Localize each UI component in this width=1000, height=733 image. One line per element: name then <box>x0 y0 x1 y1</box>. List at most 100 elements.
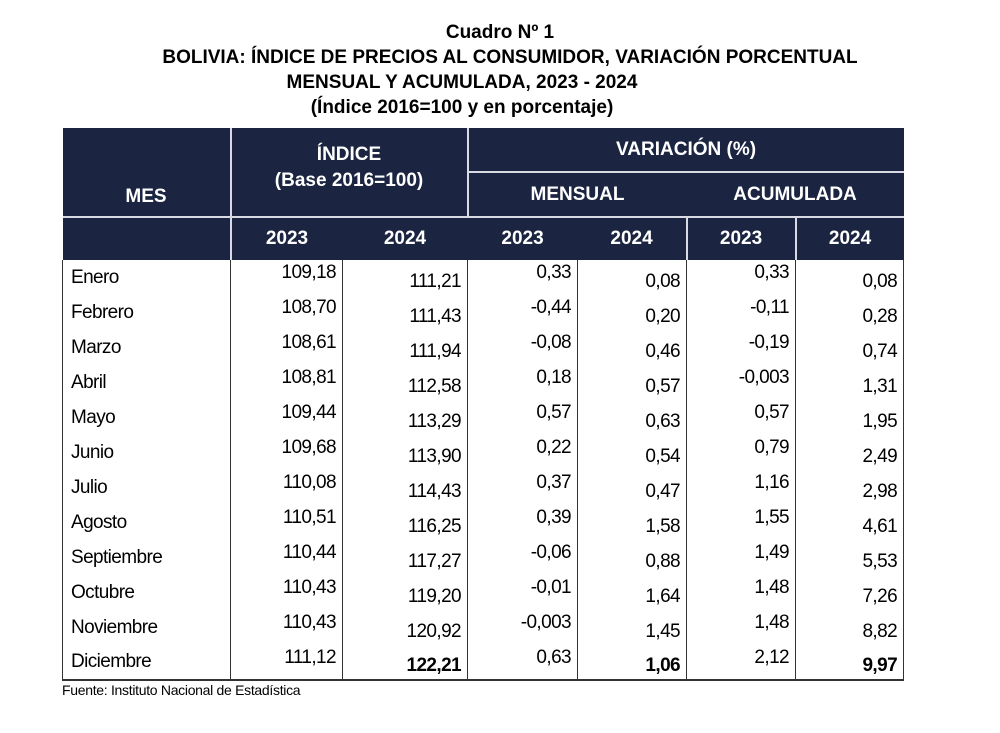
value-cell-acu-2024: 7,26 <box>795 575 905 610</box>
value-cell-men-2024: 1,58 <box>577 505 688 540</box>
month-cell: Marzo <box>62 330 231 365</box>
value-cell-acu-2024: 0,08 <box>795 260 905 295</box>
header-acumulada: ACUMULADA <box>686 172 904 217</box>
value-cell-men-2024: 1,06 <box>577 645 688 681</box>
table-row: Noviembre 110,43 120,92 -0,003 1,45 1,48 8,82 <box>62 610 905 645</box>
value-cell-idx-2024: 111,94 <box>341 330 469 365</box>
header-year: 2023 <box>229 216 343 260</box>
value-cell-idx-2024: 114,43 <box>341 470 469 505</box>
header-year: 2023 <box>685 216 796 260</box>
value-cell-men-2024: 0,47 <box>577 470 688 505</box>
value-cell-acu-2023: 1,55 <box>686 505 797 540</box>
value-cell-men-2024: 0,20 <box>577 295 688 330</box>
value-cell-acu-2023: 0,57 <box>686 400 797 435</box>
value-cell-idx-2023: 110,44 <box>230 540 343 575</box>
header-year: 2024 <box>342 216 468 260</box>
value-cell-idx-2023: 108,70 <box>230 295 343 330</box>
value-cell-acu-2024: 2,49 <box>795 435 905 470</box>
header-mensual: MENSUAL <box>466 172 687 217</box>
value-cell-acu-2024: 8,82 <box>795 610 905 645</box>
header-variacion: VARIACIÓN (%) <box>466 128 904 173</box>
table-row: Diciembre 111,12 122,21 0,63 1,06 2,12 9,97 <box>62 645 905 681</box>
value-cell-acu-2023: -0,11 <box>686 295 797 330</box>
value-cell-acu-2023: 1,49 <box>686 540 797 575</box>
value-cell-men-2024: 0,54 <box>577 435 688 470</box>
value-cell-men-2023: -0,44 <box>467 295 579 330</box>
value-cell-men-2024: 1,64 <box>577 575 688 610</box>
month-cell: Enero <box>62 260 231 295</box>
table-row: Abril 108,81 112,58 0,18 0,57 -0,003 1,31 <box>62 365 905 400</box>
value-cell-acu-2023: 2,12 <box>686 645 797 681</box>
table-row: Febrero 108,70 111,43 -0,44 0,20 -0,11 0,28 <box>62 295 905 330</box>
header-year: 2024 <box>794 216 904 260</box>
header-empty <box>62 216 231 260</box>
header-mes: MES <box>62 128 231 217</box>
value-cell-men-2024: 0,46 <box>577 330 688 365</box>
month-cell: Febrero <box>62 295 231 330</box>
value-cell-acu-2024: 2,98 <box>795 470 905 505</box>
source-note: Fuente: Instituto Nacional de Estadístic… <box>62 682 301 698</box>
month-cell: Septiembre <box>62 540 231 575</box>
value-cell-idx-2024: 122,21 <box>341 645 469 681</box>
table-row: Junio 109,68 113,90 0,22 0,54 0,79 2,49 <box>62 435 905 470</box>
table-row: Julio 110,08 114,43 0,37 0,47 1,16 2,98 <box>62 470 905 505</box>
value-cell-idx-2024: 111,43 <box>341 295 469 330</box>
title-line-1: Cuadro Nº 1 <box>445 22 555 43</box>
value-cell-men-2023: 0,18 <box>467 365 579 400</box>
title-line-2: BOLIVIA: ÍNDICE DE PRECIOS AL CONSUMIDOR… <box>162 47 858 68</box>
value-cell-men-2023: -0,01 <box>467 575 579 610</box>
month-cell: Agosto <box>62 505 231 540</box>
value-cell-idx-2023: 108,81 <box>230 365 343 400</box>
value-cell-men-2023: 0,63 <box>467 645 579 681</box>
value-cell-acu-2023: 0,79 <box>686 435 797 470</box>
month-cell: Junio <box>62 435 231 470</box>
value-cell-acu-2024: 9,97 <box>795 645 905 681</box>
value-cell-idx-2024: 119,20 <box>341 575 469 610</box>
month-cell: Diciembre <box>62 645 231 681</box>
value-cell-acu-2024: 5,53 <box>795 540 905 575</box>
value-cell-idx-2024: 113,90 <box>341 435 469 470</box>
table-row: Agosto 110,51 116,25 0,39 1,58 1,55 4,61 <box>62 505 905 540</box>
header-year: 2024 <box>577 216 687 260</box>
cpi-table: MES ÍNDICE (Base 2016=100) VARIACIÓN (%)… <box>62 128 905 681</box>
value-cell-idx-2023: 110,08 <box>230 470 343 505</box>
value-cell-men-2024: 0,63 <box>577 400 688 435</box>
value-cell-idx-2024: 113,29 <box>341 400 469 435</box>
value-cell-idx-2023: 110,43 <box>230 610 343 645</box>
document: Cuadro Nº 1 BOLIVIA: ÍNDICE DE PRECIOS A… <box>0 20 1000 699</box>
value-cell-idx-2023: 109,68 <box>230 435 343 470</box>
value-cell-men-2023: -0,06 <box>467 540 579 575</box>
value-cell-acu-2023: 1,48 <box>686 575 797 610</box>
table-row: Marzo 108,61 111,94 -0,08 0,46 -0,19 0,74 <box>62 330 905 365</box>
header-year: 2023 <box>467 216 578 260</box>
value-cell-men-2023: 0,39 <box>467 505 579 540</box>
value-cell-men-2023: 0,57 <box>467 400 579 435</box>
value-cell-idx-2024: 117,27 <box>341 540 469 575</box>
header-indice-base: (Base 2016=100) <box>274 170 424 191</box>
value-cell-acu-2024: 4,61 <box>795 505 905 540</box>
title-line-4: (Índice 2016=100 y en porcentaje) <box>310 97 614 118</box>
value-cell-acu-2024: 1,31 <box>795 365 905 400</box>
month-cell: Noviembre <box>62 610 231 645</box>
value-cell-idx-2023: 109,44 <box>230 400 343 435</box>
table-row: Septiembre 110,44 117,27 -0,06 0,88 1,49 5,53 <box>62 540 905 575</box>
table-title: Cuadro Nº 1 BOLIVIA: ÍNDICE DE PRECIOS A… <box>0 20 1000 120</box>
value-cell-acu-2024: 1,95 <box>795 400 905 435</box>
month-cell: Mayo <box>62 400 231 435</box>
value-cell-idx-2024: 120,92 <box>341 610 469 645</box>
value-cell-acu-2024: 0,74 <box>795 330 905 365</box>
value-cell-acu-2023: 1,48 <box>686 610 797 645</box>
value-cell-acu-2023: -0,19 <box>686 330 797 365</box>
value-cell-acu-2023: 0,33 <box>686 260 797 295</box>
value-cell-idx-2023: 109,18 <box>230 260 343 295</box>
value-cell-acu-2023: -0,003 <box>686 365 797 400</box>
value-cell-men-2023: 0,33 <box>467 260 579 295</box>
month-cell: Octubre <box>62 575 231 610</box>
value-cell-men-2023: -0,08 <box>467 330 579 365</box>
value-cell-men-2024: 0,57 <box>577 365 688 400</box>
value-cell-acu-2023: 1,16 <box>686 470 797 505</box>
table-body: Enero 109,18 111,21 0,33 0,08 0,33 0,08 Febrero… <box>62 260 905 681</box>
value-cell-idx-2024: 116,25 <box>341 505 469 540</box>
value-cell-acu-2024: 0,28 <box>795 295 905 330</box>
value-cell-men-2023: -0,003 <box>467 610 579 645</box>
